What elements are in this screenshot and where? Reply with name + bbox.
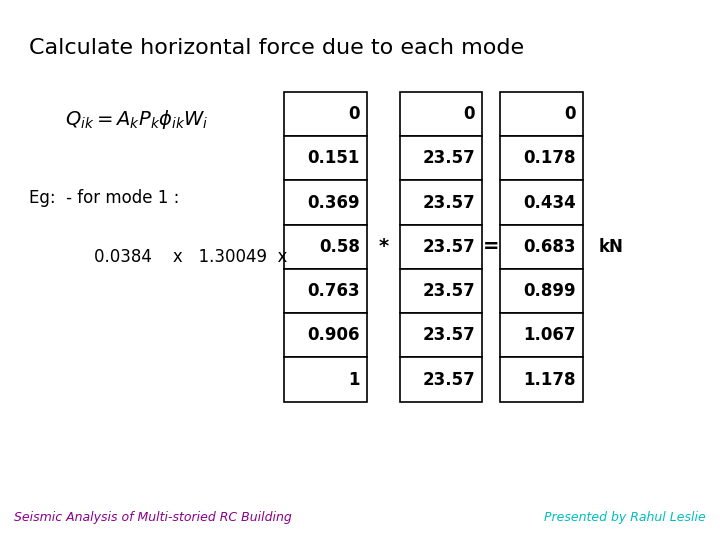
Bar: [400, 357, 482, 402]
Text: 0.369: 0.369: [307, 193, 360, 212]
Text: 23.57: 23.57: [423, 238, 475, 256]
Text: 1: 1: [348, 370, 360, 389]
Bar: [284, 225, 367, 269]
Text: 0: 0: [464, 105, 475, 123]
Bar: [400, 136, 482, 180]
Bar: [500, 136, 583, 180]
Text: 23.57: 23.57: [423, 326, 475, 345]
Text: 0.763: 0.763: [307, 282, 360, 300]
Bar: [284, 136, 367, 180]
Text: 0: 0: [348, 105, 360, 123]
Bar: [284, 269, 367, 313]
Text: 0.0384    x   1.30049  x: 0.0384 x 1.30049 x: [94, 248, 287, 266]
Bar: [284, 357, 367, 402]
Bar: [500, 313, 583, 357]
Bar: [500, 92, 583, 136]
Text: Seismic Analysis of Multi-storied RC Building: Seismic Analysis of Multi-storied RC Bui…: [14, 511, 292, 524]
Text: *: *: [378, 237, 389, 256]
Bar: [500, 225, 583, 269]
Text: 23.57: 23.57: [423, 149, 475, 167]
Text: 1.067: 1.067: [523, 326, 576, 345]
Bar: [400, 180, 482, 225]
Text: 0.58: 0.58: [319, 238, 360, 256]
Text: =: =: [483, 237, 500, 256]
Bar: [400, 225, 482, 269]
Text: Eg:  - for mode 1 :: Eg: - for mode 1 :: [29, 189, 179, 207]
Text: $Q_{ik} = A_k P_k \phi_{ik} W_i$: $Q_{ik} = A_k P_k \phi_{ik} W_i$: [65, 108, 209, 131]
Text: 1.178: 1.178: [523, 370, 576, 389]
Bar: [400, 269, 482, 313]
Bar: [500, 357, 583, 402]
Text: 23.57: 23.57: [423, 282, 475, 300]
Text: 0.434: 0.434: [523, 193, 576, 212]
Text: kN: kN: [599, 238, 624, 256]
Text: 0.151: 0.151: [307, 149, 360, 167]
Text: 23.57: 23.57: [423, 193, 475, 212]
Text: 23.57: 23.57: [423, 370, 475, 389]
Text: 0.899: 0.899: [523, 282, 576, 300]
Bar: [500, 269, 583, 313]
Bar: [400, 313, 482, 357]
Text: Presented by Rahul Leslie: Presented by Rahul Leslie: [544, 511, 706, 524]
Bar: [284, 313, 367, 357]
Text: 0.906: 0.906: [307, 326, 360, 345]
Bar: [400, 92, 482, 136]
Bar: [284, 180, 367, 225]
Bar: [284, 92, 367, 136]
Text: Calculate horizontal force due to each mode: Calculate horizontal force due to each m…: [29, 38, 524, 58]
Bar: [500, 180, 583, 225]
Text: 0.178: 0.178: [523, 149, 576, 167]
Text: 0.683: 0.683: [523, 238, 576, 256]
Text: 0: 0: [564, 105, 576, 123]
